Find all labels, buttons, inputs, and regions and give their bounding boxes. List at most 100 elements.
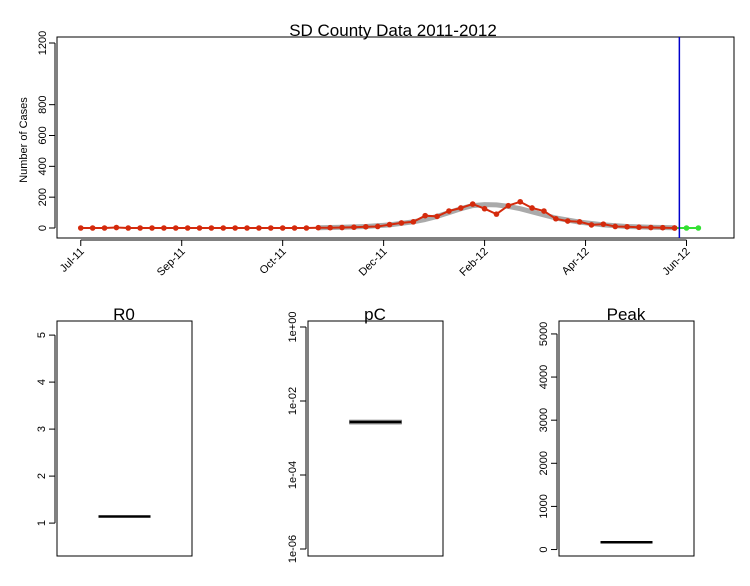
observed-point xyxy=(244,225,250,231)
observed-point xyxy=(434,213,440,220)
observed-point xyxy=(481,205,488,212)
observed-point xyxy=(232,225,238,231)
observed-point xyxy=(505,202,512,209)
y-axis-label: Number of Cases xyxy=(18,97,30,183)
y-tick-label: 4 xyxy=(36,379,48,385)
observed-point xyxy=(172,225,179,231)
y-tick-label: 4000 xyxy=(538,365,550,389)
y-tick-label: 3000 xyxy=(538,408,550,432)
observed-point xyxy=(113,224,120,231)
peak-box-panel: Peak 0 1000 2000 3000 4000 5000 xyxy=(538,305,695,557)
observed-point xyxy=(374,223,381,230)
observed-point xyxy=(398,220,405,226)
observed-point xyxy=(386,221,393,228)
forecast-point xyxy=(683,225,690,231)
observed-point xyxy=(137,225,143,231)
observed-point xyxy=(196,225,203,231)
observed-point xyxy=(363,223,369,230)
y-tick-label: 2 xyxy=(36,473,48,479)
observed-point xyxy=(541,208,547,214)
observed-point xyxy=(303,225,310,231)
observed-point xyxy=(517,198,524,205)
observed-point xyxy=(327,224,333,231)
forecast-point xyxy=(695,225,702,231)
y-axis: 0 200 400 600 800 1200 xyxy=(37,31,56,231)
x-tick-label: Feb-12 xyxy=(458,246,491,279)
pc-box-panel: pC 1e+00 1e-02 1e-04 1e-06 xyxy=(287,305,444,563)
x-tick-label: Oct-11 xyxy=(258,246,289,277)
r0-box-panel: R0 1 2 3 4 5 xyxy=(36,305,193,557)
y-tick-label: 1200 xyxy=(37,31,49,55)
observed-point xyxy=(648,224,654,231)
observed-point xyxy=(279,225,286,231)
observed-point xyxy=(256,225,262,231)
series-marks xyxy=(77,37,702,238)
observed-point xyxy=(184,225,191,231)
observed-point xyxy=(600,221,607,227)
time-series-chart: SD County Data 2011-2012 Number of Cases… xyxy=(18,21,735,279)
observed-point xyxy=(469,201,476,207)
pc-box xyxy=(349,419,402,425)
observed-point xyxy=(446,208,452,214)
peak-title: Peak xyxy=(607,305,646,324)
x-tick-label: Sep-11 xyxy=(155,246,188,279)
chart-title: SD County Data 2011-2012 xyxy=(289,21,497,40)
observed-point xyxy=(149,225,155,231)
y-tick-label: 2000 xyxy=(538,451,550,475)
y-tick-label: 0 xyxy=(37,225,49,231)
observed-point xyxy=(636,224,642,231)
y-tick-label: 5 xyxy=(36,332,48,338)
x-tick-label: Dec-11 xyxy=(357,246,390,279)
y-tick-label: 1e+00 xyxy=(287,312,299,343)
plot-frame xyxy=(56,36,735,239)
r0-y-axis: 1 2 3 4 5 xyxy=(36,332,56,526)
y-tick-label: 400 xyxy=(37,157,49,175)
y-tick-label: 1000 xyxy=(538,494,550,518)
x-axis: Jul-11 Sep-11 Oct-11 Dec-11 Feb-12 Apr-12 Jun-… xyxy=(58,239,693,279)
observed-point xyxy=(267,225,274,231)
observed-point xyxy=(77,225,84,231)
observed-point xyxy=(624,223,630,230)
y-tick-label: 200 xyxy=(37,188,49,206)
y-tick-label: 5000 xyxy=(538,322,550,346)
observed-point xyxy=(458,205,464,211)
observed-point xyxy=(576,219,583,225)
observed-point xyxy=(351,224,357,231)
cutoff-point xyxy=(671,225,678,231)
r0-title: R0 xyxy=(113,305,135,324)
x-tick-label: Jul-11 xyxy=(58,246,87,275)
observed-point xyxy=(89,225,96,231)
x-tick-label: Apr-12 xyxy=(560,246,592,278)
observed-point xyxy=(612,223,619,230)
y-tick-label: 1e-06 xyxy=(287,535,299,563)
x-tick-label: Jun-12 xyxy=(660,246,692,278)
peak-frame xyxy=(558,320,695,557)
observed-point xyxy=(493,211,500,217)
y-tick-label: 800 xyxy=(37,95,49,113)
observed-point xyxy=(315,224,322,231)
r0-frame xyxy=(56,320,193,557)
observed-point xyxy=(208,225,215,231)
observed-point xyxy=(588,222,595,228)
peak-y-axis: 0 1000 2000 3000 4000 5000 xyxy=(538,322,558,553)
y-tick-label: 600 xyxy=(37,126,49,144)
observed-point xyxy=(125,225,132,231)
y-tick-label: 1e-04 xyxy=(287,461,299,489)
y-tick-label: 3 xyxy=(36,426,48,432)
pc-frame xyxy=(307,320,444,557)
observed-point xyxy=(161,225,167,231)
observed-point xyxy=(291,225,298,231)
observed-point xyxy=(101,225,108,231)
observed-point xyxy=(553,215,559,222)
y-tick-label: 1 xyxy=(36,520,48,526)
observed-point xyxy=(422,212,428,219)
observed-point xyxy=(564,218,571,224)
observed-point xyxy=(339,224,345,231)
pc-title: pC xyxy=(364,305,386,324)
observed-point xyxy=(529,205,535,211)
observed-point xyxy=(410,219,417,225)
pc-y-axis: 1e+00 1e-02 1e-04 1e-06 xyxy=(287,312,307,563)
y-tick-label: 1e-02 xyxy=(287,387,299,415)
observed-point xyxy=(659,224,666,231)
